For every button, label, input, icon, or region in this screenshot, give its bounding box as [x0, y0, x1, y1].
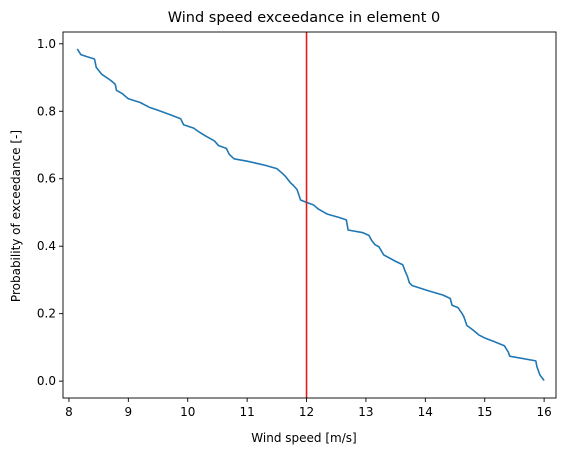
x-tick-label: 11: [239, 405, 254, 419]
series-line-0: [76, 48, 545, 381]
y-axis-label: Probability of exceedance [-]: [9, 130, 23, 302]
x-tick-label: 12: [299, 405, 314, 419]
chart-title: Wind speed exceedance in element 0: [168, 10, 441, 26]
y-tick-label: 0.4: [37, 239, 56, 253]
y-tick-label: 1.0: [37, 37, 56, 51]
y-tick-label: 0.8: [37, 104, 56, 118]
x-axis-ticks: 8 9 10 11 12 13 14 15 16: [65, 398, 552, 419]
x-tick-label: 10: [180, 405, 195, 419]
y-tick-label: 0.6: [37, 172, 56, 186]
plot-frame: [62, 31, 557, 399]
plot-area: [62, 31, 557, 399]
y-axis-ticks: 0.0 0.2 0.4 0.6 0.8 1.0: [37, 37, 63, 388]
x-axis-label: Wind speed [m/s]: [251, 431, 356, 445]
y-tick-label: 0.0: [37, 374, 56, 388]
x-tick-label: 8: [65, 405, 73, 419]
x-tick-label: 15: [477, 405, 492, 419]
x-tick-label: 13: [358, 405, 373, 419]
y-tick-label: 0.2: [37, 307, 56, 321]
x-tick-label: 16: [536, 405, 551, 419]
x-tick-label: 9: [125, 405, 133, 419]
x-tick-label: 14: [418, 405, 433, 419]
